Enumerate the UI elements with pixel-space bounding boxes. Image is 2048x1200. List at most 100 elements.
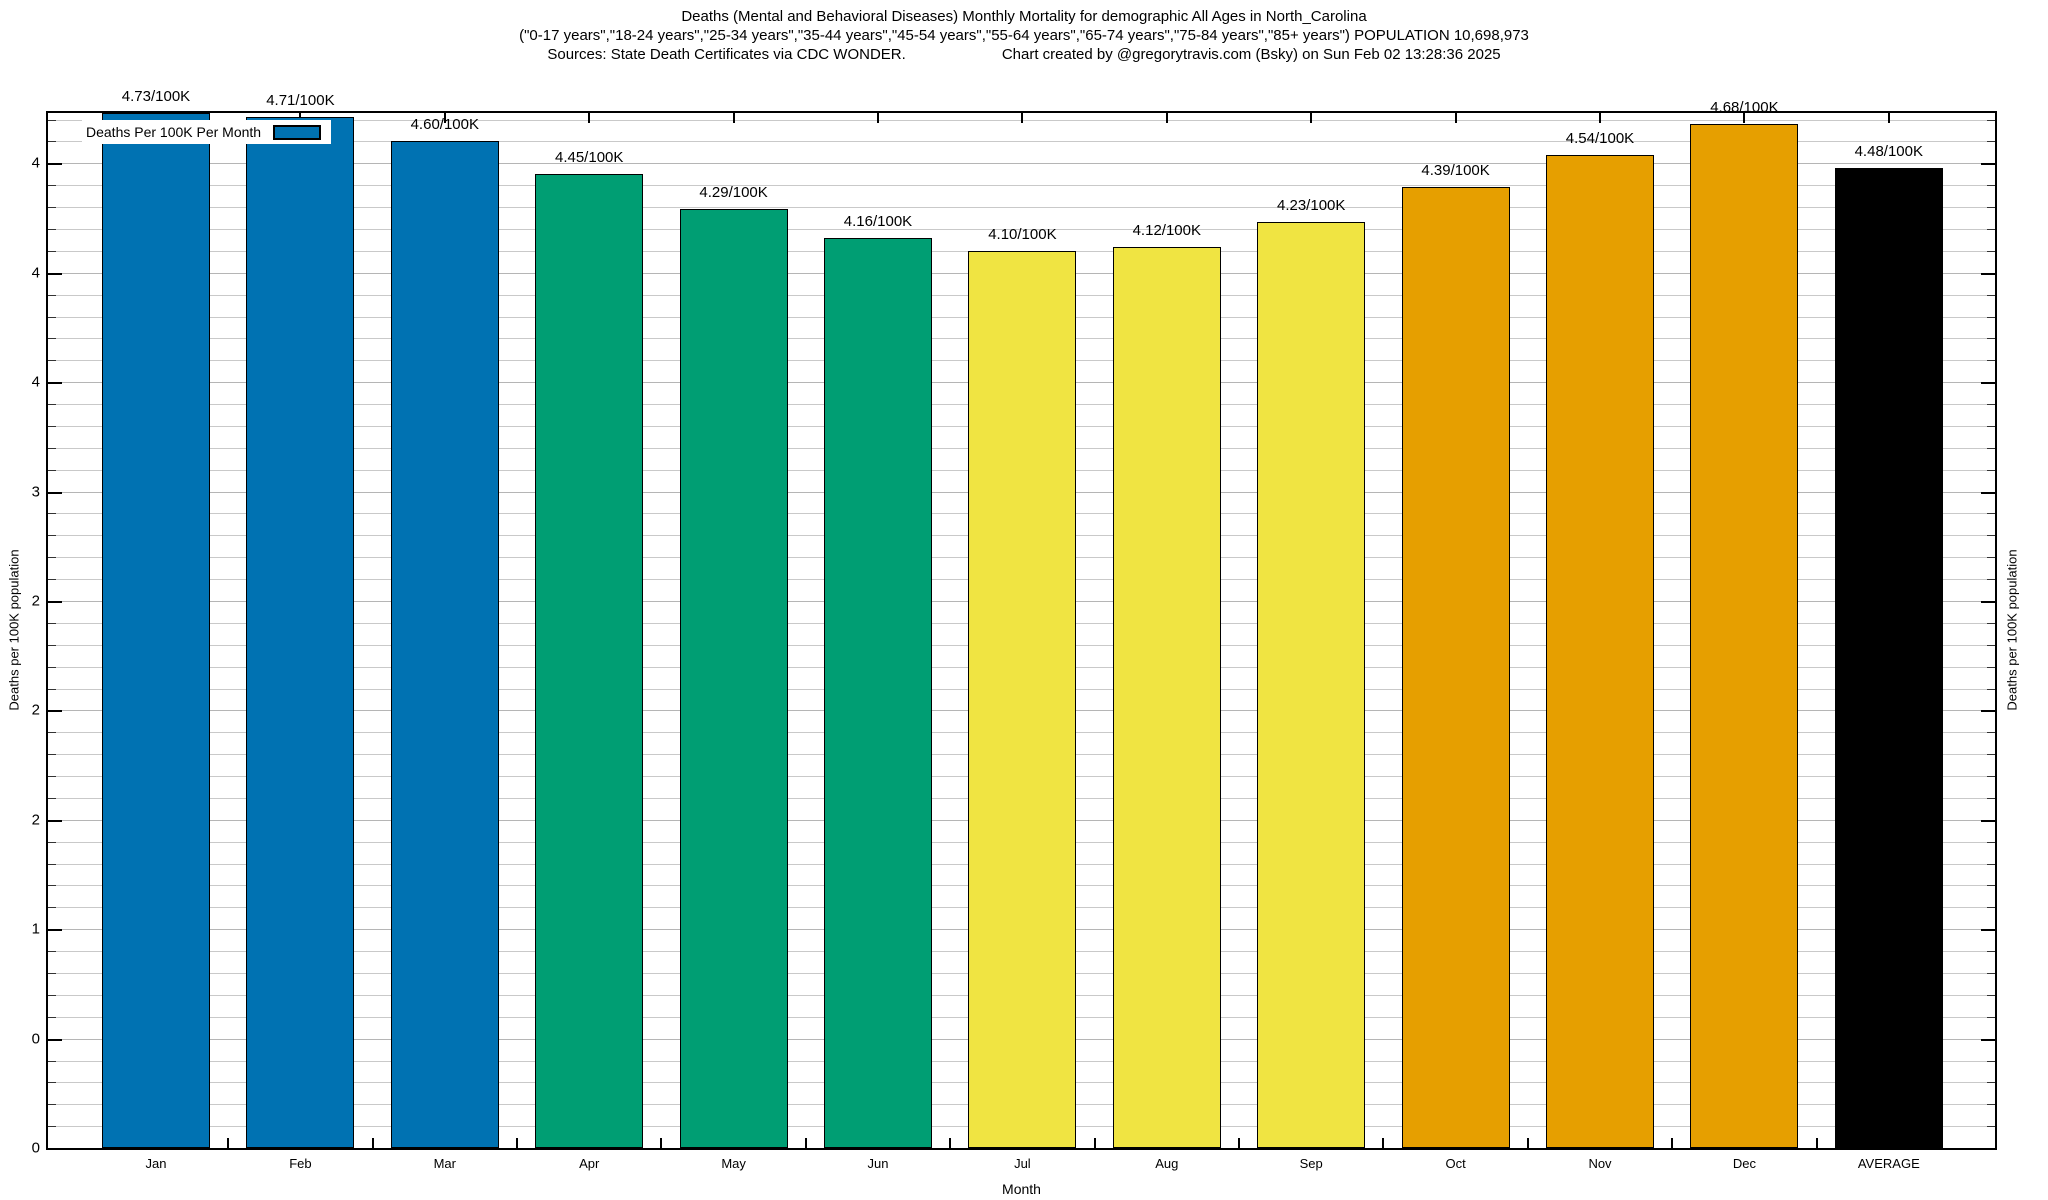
x-tick-mark [732, 113, 735, 123]
x-axis-title: Month [1002, 1181, 1041, 1197]
x-tick-label: Feb [289, 1156, 312, 1171]
y-tick-label: 4 [31, 264, 40, 282]
y-tick-mark [48, 601, 62, 603]
bar-feb [246, 117, 355, 1148]
y-tick-mark [48, 513, 56, 515]
gridline [48, 207, 1995, 209]
y-tick-label: 4 [31, 373, 40, 391]
x-tick-mark [371, 1138, 374, 1148]
chart-subtitle: ("0-17 years","18-24 years","25-34 years… [519, 27, 1529, 44]
y-tick-mark [1981, 710, 1995, 713]
y-tick-mark [48, 994, 56, 996]
x-tick-mark [1238, 1138, 1240, 1148]
bar-apr [535, 174, 644, 1148]
bar-jun [824, 237, 932, 1148]
y-tick-mark [48, 382, 62, 385]
bar-value-label: 4.23/100K [1276, 197, 1346, 215]
y-tick-mark [48, 797, 56, 799]
y-tick-mark [48, 688, 56, 690]
y-tick-mark [48, 491, 62, 494]
y-tick-mark [48, 119, 56, 121]
y-tick-mark [48, 1038, 62, 1041]
y-tick-mark [1987, 338, 1995, 340]
y-tick-mark [1987, 185, 1995, 187]
y-tick-mark [1987, 754, 1995, 756]
bar-jan [102, 113, 210, 1148]
y-tick-mark [1987, 863, 1995, 865]
x-tick-mark [1526, 1138, 1529, 1148]
x-tick-mark [1815, 1138, 1818, 1148]
y-tick-mark [1987, 229, 1995, 230]
y-tick-mark [48, 710, 62, 713]
x-tick-mark [949, 1138, 952, 1148]
y-tick-mark [1987, 535, 1995, 537]
y-tick-mark [48, 338, 56, 340]
y-tick-mark [1987, 557, 1995, 559]
legend-swatch [273, 124, 322, 140]
y-tick-mark [48, 644, 56, 646]
x-tick-mark [1887, 113, 1890, 123]
y-tick-mark [1987, 579, 1995, 581]
x-tick-mark [1599, 113, 1601, 123]
x-tick-mark [1671, 1138, 1674, 1148]
y-tick-mark [1987, 885, 1995, 887]
y-tick-mark [1987, 666, 1995, 668]
y-tick-label: 2 [31, 811, 40, 829]
bar-value-label: 4.12/100K [1132, 221, 1201, 239]
y-tick-mark [48, 1126, 56, 1128]
bar-value-label: 4.68/100K [1710, 98, 1779, 116]
y-tick-mark [1981, 819, 1995, 822]
x-tick-mark [804, 1138, 807, 1148]
y-tick-mark [1987, 1060, 1995, 1062]
y-tick-mark [48, 622, 56, 624]
y-axis-title-right: Deaths per 100K population [2004, 549, 2020, 711]
bar-average [1834, 167, 1943, 1148]
y-tick-mark [48, 863, 56, 865]
y-tick-mark [48, 207, 56, 209]
y-tick-mark [1987, 207, 1995, 209]
x-tick-mark [516, 1138, 518, 1148]
y-tick-mark [1987, 316, 1995, 318]
bar-oct [1401, 187, 1510, 1148]
x-tick-label: Apr [579, 1156, 600, 1171]
y-tick-mark [1981, 601, 1995, 603]
y-tick-mark [1987, 119, 1995, 121]
y-tick-mark [48, 732, 56, 734]
x-tick-label: Jun [867, 1156, 889, 1171]
y-tick-mark [1981, 929, 1995, 932]
x-tick-label: Jul [1014, 1156, 1031, 1171]
y-tick-mark [48, 229, 56, 230]
bar-value-label: 4.48/100K [1854, 142, 1923, 160]
bar-nov [1546, 154, 1654, 1148]
y-tick-mark [48, 929, 62, 932]
y-tick-mark [48, 404, 56, 405]
y-tick-mark [48, 557, 56, 559]
chart-credits-line: Sources: State Death Certificates via CD… [0, 46, 2048, 64]
x-tick-mark [1165, 113, 1168, 123]
bar-value-label: 4.60/100K [410, 116, 479, 134]
y-tick-mark [1981, 491, 1995, 494]
legend-label: Deaths Per 100K Per Month [86, 124, 262, 140]
y-tick-mark [48, 250, 56, 252]
y-tick-mark [48, 535, 56, 537]
x-tick-mark [227, 1138, 230, 1148]
y-tick-mark [48, 294, 56, 296]
y-tick-mark [48, 951, 56, 953]
x-tick-mark [1093, 1138, 1096, 1148]
y-tick-mark [1987, 360, 1995, 362]
y-tick-mark [1987, 972, 1995, 974]
y-tick-mark [48, 469, 56, 471]
plot-area: Deaths Per 100K Per Month 4.73/100K 4.71/… [46, 88, 1997, 1150]
y-tick-mark [1987, 1016, 1995, 1018]
y-tick-mark [48, 1060, 56, 1062]
y-tick-mark [48, 1104, 56, 1106]
y-tick-mark [48, 316, 56, 318]
x-tick-mark [588, 113, 591, 123]
bar-value-label: 4.54/100K [1565, 129, 1635, 147]
gridline [48, 229, 1995, 230]
y-tick-mark [48, 819, 62, 822]
y-tick-mark [48, 666, 56, 668]
x-tick-label: Nov [1588, 1156, 1612, 1171]
y-tick-mark [1987, 951, 1995, 953]
